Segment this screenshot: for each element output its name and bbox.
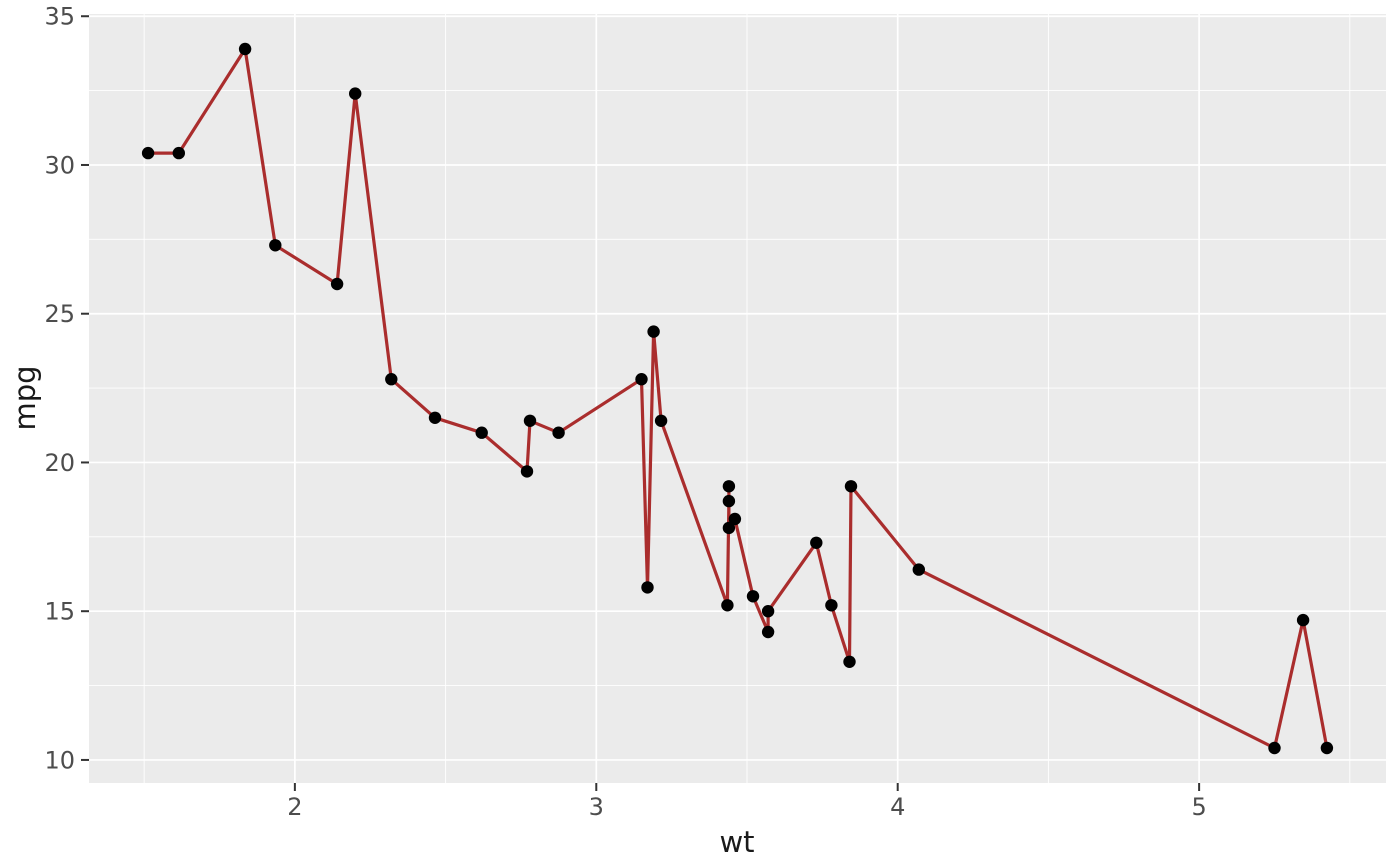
data-point — [843, 655, 856, 668]
data-point — [825, 599, 838, 612]
data-points-layer — [141, 42, 1334, 755]
data-point — [722, 521, 736, 535]
x-axis-title: wt — [719, 825, 754, 859]
data-point — [647, 325, 660, 338]
data-point — [728, 512, 742, 526]
data-point — [1320, 741, 1334, 755]
plot-panel — [89, 14, 1386, 783]
data-point — [172, 146, 185, 160]
data-point — [722, 480, 736, 493]
data-point — [810, 536, 823, 549]
data-point — [746, 590, 760, 603]
data-line-layer — [148, 47, 1329, 750]
data-point — [722, 494, 736, 508]
data-point — [844, 480, 858, 493]
x-tick-label: 3 — [589, 793, 604, 821]
data-point — [635, 373, 648, 386]
data-point — [1268, 741, 1281, 755]
data-point — [385, 373, 398, 386]
data-point — [330, 277, 344, 291]
y-tick-label: 30 — [44, 151, 75, 179]
grid-layer — [89, 14, 1386, 783]
data-point — [141, 146, 155, 160]
x-tick-label: 5 — [1191, 793, 1206, 821]
y-tick-label: 35 — [44, 3, 75, 31]
data-point — [552, 426, 565, 439]
data-point — [520, 465, 534, 478]
data-point — [238, 42, 252, 56]
panel-background — [89, 14, 1386, 783]
data-point — [654, 414, 668, 427]
axis-ticks-layer — [81, 15, 1201, 791]
data-point — [912, 563, 925, 576]
data-point — [428, 411, 442, 424]
data-point — [349, 87, 362, 100]
data-point — [523, 414, 537, 427]
x-tick-label: 2 — [287, 793, 302, 821]
data-point — [269, 239, 282, 252]
data-point — [641, 581, 654, 594]
y-tick-label: 20 — [44, 449, 75, 477]
data-point — [761, 625, 775, 639]
y-axis-title: mpg — [8, 365, 42, 430]
data-point — [1296, 613, 1310, 627]
y-tick-label: 25 — [44, 300, 75, 328]
x-tick-label: 4 — [890, 793, 905, 821]
data-point — [721, 599, 734, 612]
axis-labels-layer: 2 3 4 5 10 15 20 25 30 35 — [44, 3, 1206, 821]
data-point — [475, 426, 488, 439]
y-tick-label: 10 — [44, 746, 75, 774]
data-point — [761, 605, 775, 618]
data-line — [148, 47, 1329, 750]
y-tick-label: 15 — [44, 598, 75, 626]
